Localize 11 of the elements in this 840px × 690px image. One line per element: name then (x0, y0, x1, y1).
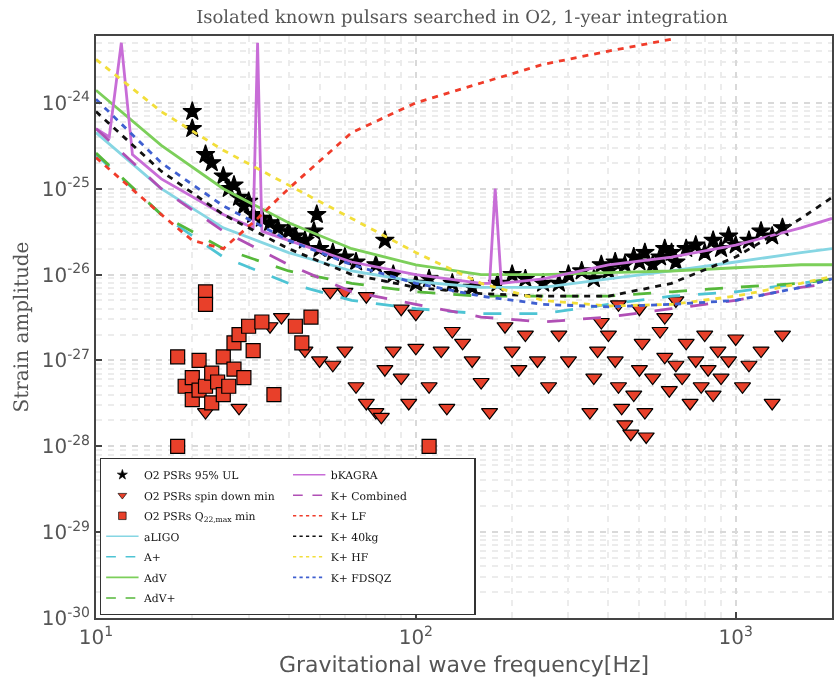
chart-title: Isolated known pulsars searched in O2, 1-year integration (196, 8, 729, 29)
x-axis-title: Gravitational wave frequency[Hz] (278, 652, 650, 679)
y-tick-label: 10$^{-26}$ (41, 261, 92, 288)
y-axis-title: Strain amplitude (11, 241, 34, 413)
y-tick-label: 10$^{-27}$ (41, 347, 90, 374)
y-tick-label: 10$^{-25}$ (41, 175, 90, 202)
y-tick-label: 10$^{-29}$ (41, 518, 90, 546)
y-tick-label: 10$^{-28}$ (41, 432, 90, 460)
x-tick-label: 10$^{3}$ (718, 623, 753, 650)
x-tick-label: 10$^{2}$ (398, 623, 434, 650)
y-tick-label: 10$^{-24}$ (41, 89, 92, 116)
